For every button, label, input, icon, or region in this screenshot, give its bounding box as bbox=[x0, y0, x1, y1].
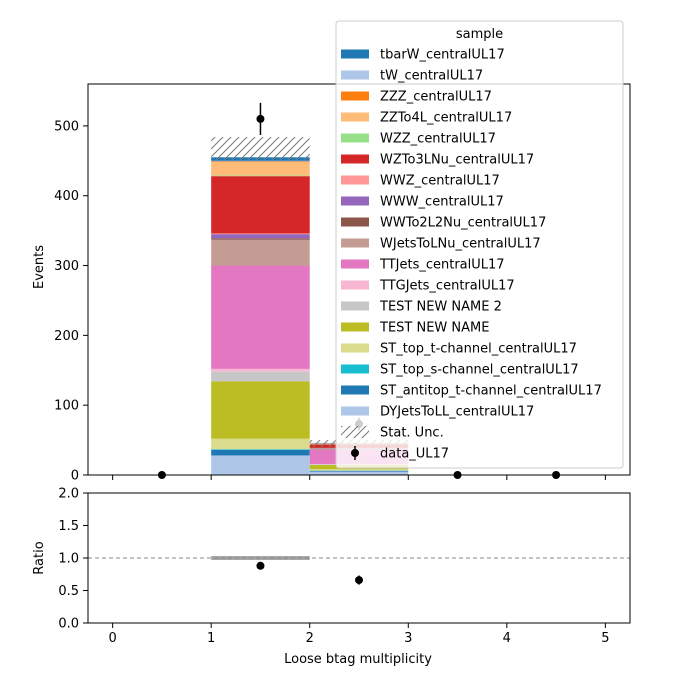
x-axis-label: Loose btag multiplicity bbox=[284, 652, 432, 667]
legend-swatch bbox=[341, 385, 369, 395]
legend-label: tbarW_centralUL17 bbox=[380, 48, 505, 63]
legend-swatch bbox=[341, 196, 369, 206]
legend-label: TEST NEW NAME 2 bbox=[379, 300, 502, 315]
y-tick-label: 500 bbox=[54, 119, 79, 134]
y-tick-label: 0.0 bbox=[58, 617, 79, 632]
legend-swatch bbox=[341, 70, 369, 80]
ratio-y-ticks: 0.0 0.5 1.0 1.5 2.0 bbox=[58, 487, 88, 632]
legend-swatch-hatch bbox=[341, 426, 369, 438]
legend-label: WWTo2L2Nu_centralUL17 bbox=[380, 216, 546, 231]
legend-label: ST_top_s-channel_centralUL17 bbox=[380, 363, 579, 378]
y-tick-label: 100 bbox=[54, 399, 79, 414]
legend-swatch bbox=[341, 217, 369, 227]
bar-segment bbox=[309, 469, 409, 471]
bar-segment bbox=[211, 161, 310, 163]
ratio-plot-frame bbox=[87, 492, 631, 624]
legend-label: ST_top_t-channel_centralUL17 bbox=[380, 342, 577, 357]
ratio-unc-band bbox=[211, 556, 310, 560]
ratio-plot: 0 1 2 3 4 5 0.0 0.5 1.0 1.5 2.0 Ratio Loose btag … bbox=[32, 487, 631, 667]
ratio-y-axis-label: Ratio bbox=[32, 541, 47, 574]
bar-segment bbox=[211, 371, 310, 382]
legend-items: tbarW_centralUL17 tW_centralUL17 ZZZ_centr… bbox=[341, 48, 602, 462]
legend-label: WZZ_centralUL17 bbox=[380, 132, 496, 147]
y-tick-label: 300 bbox=[54, 259, 79, 274]
y-tick-label: 400 bbox=[54, 189, 79, 204]
y-tick-label: 1.0 bbox=[58, 552, 79, 567]
legend-label: ZZZ_centralUL17 bbox=[380, 90, 492, 105]
legend-label: tW_centralUL17 bbox=[380, 69, 483, 84]
bar-segment bbox=[211, 176, 310, 234]
legend-swatch bbox=[341, 175, 369, 185]
stat-unc-hatch bbox=[211, 137, 310, 161]
y-tick-label: 2.0 bbox=[58, 487, 79, 502]
legend-label: TTJets_centralUL17 bbox=[379, 258, 505, 273]
ratio-x-ticks: 0 1 2 3 4 5 bbox=[108, 623, 610, 646]
bar-segment bbox=[309, 470, 409, 472]
legend-swatch bbox=[341, 322, 369, 332]
legend-label: WWW_centralUL17 bbox=[380, 195, 504, 210]
bar-segment bbox=[211, 449, 310, 456]
main-y-ticks: 0 100 200 300 400 500 bbox=[54, 119, 88, 484]
y-tick-label: 0 bbox=[71, 469, 79, 484]
bar-segment bbox=[211, 175, 310, 177]
x-tick-label: 5 bbox=[601, 631, 609, 646]
x-tick-label: 0 bbox=[108, 631, 116, 646]
bar-segment bbox=[211, 455, 310, 475]
bar-segment bbox=[211, 238, 310, 240]
ratio-content bbox=[88, 556, 630, 585]
bar-segment bbox=[211, 162, 310, 176]
x-tick-label: 4 bbox=[503, 631, 511, 646]
bar-segment bbox=[211, 438, 310, 450]
legend-swatch bbox=[341, 280, 369, 290]
legend-swatch bbox=[341, 406, 369, 416]
legend-swatch bbox=[341, 49, 369, 59]
legend-label: Stat. Unc. bbox=[380, 426, 444, 441]
legend-swatch bbox=[341, 154, 369, 164]
main-x-ticks bbox=[112, 475, 606, 480]
legend-swatch bbox=[341, 259, 369, 269]
legend-swatch bbox=[341, 112, 369, 122]
bar-segment bbox=[211, 449, 310, 450]
legend-label: WJetsToLNu_centralUL17 bbox=[380, 237, 541, 252]
x-tick-label: 3 bbox=[404, 631, 412, 646]
legend-label: DYJetsToLL_centralUL17 bbox=[380, 405, 534, 420]
ratio-point bbox=[355, 576, 363, 585]
bar-segment bbox=[211, 239, 310, 266]
y-tick-label: 0.5 bbox=[58, 584, 79, 599]
legend-title: sample bbox=[456, 27, 503, 42]
legend-label: TEST NEW NAME bbox=[379, 321, 489, 336]
bar-segment bbox=[211, 160, 310, 162]
bar-segment bbox=[211, 234, 310, 239]
x-tick-label: 1 bbox=[207, 631, 215, 646]
legend-swatch bbox=[341, 343, 369, 353]
legend-label: ZZTo4L_centralUL17 bbox=[380, 111, 512, 126]
legend-label: ST_antitop_t-channel_centralUL17 bbox=[380, 384, 602, 399]
y-tick-label: 1.5 bbox=[58, 519, 79, 534]
legend-box bbox=[335, 20, 624, 469]
legend-swatch bbox=[341, 133, 369, 143]
legend-label: WWZ_centralUL17 bbox=[380, 174, 500, 189]
ratio-point bbox=[256, 561, 265, 570]
legend-swatch bbox=[341, 301, 369, 311]
x-tick-label: 2 bbox=[306, 631, 314, 646]
bar-segment bbox=[211, 233, 310, 235]
legend-swatch bbox=[341, 91, 369, 101]
main-y-axis-label: Events bbox=[32, 245, 47, 289]
legend-swatch bbox=[341, 238, 369, 248]
legend-label: TTGJets_centralUL17 bbox=[379, 279, 515, 294]
legend-label: WZTo3LNu_centralUL17 bbox=[380, 153, 534, 168]
legend: sample tbarW_centralUL17 tW_centralUL17 ZZ… bbox=[335, 20, 624, 469]
y-tick-label: 200 bbox=[54, 329, 79, 344]
bar-segment bbox=[309, 471, 409, 475]
bar-segment bbox=[211, 265, 310, 369]
legend-data-marker bbox=[351, 449, 359, 457]
legend-label: data_UL17 bbox=[380, 447, 449, 462]
bar-segment bbox=[211, 381, 310, 439]
data-point bbox=[256, 114, 265, 123]
legend-swatch bbox=[341, 364, 369, 374]
bar-segment bbox=[211, 368, 310, 372]
